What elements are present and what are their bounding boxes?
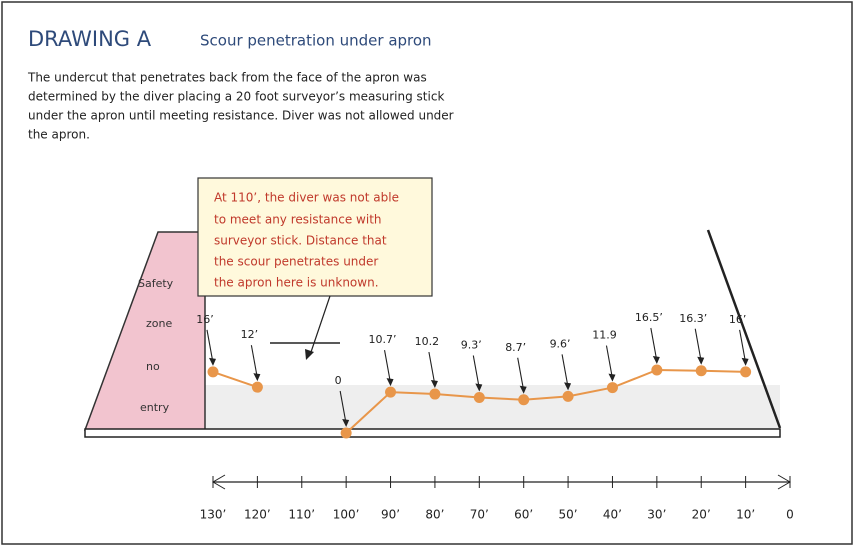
label-arrow xyxy=(739,329,747,364)
x-tick-label: 0 xyxy=(786,508,794,522)
label-arrow xyxy=(605,345,614,379)
data-point xyxy=(251,381,263,393)
zone-label: entry xyxy=(140,401,170,414)
x-tick-label: 60’ xyxy=(514,508,533,522)
arrow-head xyxy=(519,385,527,394)
right-bank xyxy=(706,229,782,429)
seabed xyxy=(205,385,780,430)
data-point xyxy=(651,364,663,376)
value-label: 16’ xyxy=(729,313,747,326)
description-line: The undercut that penetrates back from t… xyxy=(27,71,427,85)
value-label: 9.3’ xyxy=(461,338,482,351)
x-tick-label: 50’ xyxy=(559,508,578,522)
x-tick-label: 20’ xyxy=(692,508,711,522)
x-tick-label: 120’ xyxy=(244,508,271,522)
x-tick-label: 10’ xyxy=(736,508,755,522)
subtitle: Scour penetration under apron xyxy=(200,32,432,50)
label-arrow xyxy=(694,328,702,362)
x-tick-label: 110’ xyxy=(288,508,315,522)
callout-line: surveyor stick. Distance that xyxy=(214,234,387,248)
title: DRAWING A xyxy=(28,27,152,51)
data-point xyxy=(695,365,707,377)
arrow-head xyxy=(697,356,705,365)
description-line: determined by the diver placing a 20 foo… xyxy=(28,90,444,104)
label-arrow xyxy=(428,351,436,386)
data-point xyxy=(385,386,397,398)
data-point xyxy=(340,427,352,439)
zone-label: zone xyxy=(146,317,172,330)
value-label: 11.9 xyxy=(592,329,617,342)
value-label: 10.2 xyxy=(415,335,440,348)
arrow-head xyxy=(253,373,261,382)
description-line: under the apron until meeting resistance… xyxy=(28,109,454,123)
callout-line: At 110’, the diver was not able xyxy=(214,191,399,205)
label-arrow xyxy=(561,354,569,388)
value-label: 8.7’ xyxy=(505,341,526,354)
data-point xyxy=(562,390,574,402)
callout-box xyxy=(197,177,433,297)
callout-line: to meet any resistance with xyxy=(214,213,382,227)
callout-line: the scour penetrates under xyxy=(214,255,378,269)
callout-arrow xyxy=(309,295,331,356)
label-arrow xyxy=(472,355,480,389)
arrow-head xyxy=(608,373,616,382)
arrow-head xyxy=(342,419,350,427)
arrow-head xyxy=(475,383,483,392)
arrow-head xyxy=(305,349,314,360)
x-tick-label: 70’ xyxy=(470,508,489,522)
value-label: 16.5’ xyxy=(635,311,663,324)
value-label: 16.3’ xyxy=(679,312,707,325)
label-arrow xyxy=(383,350,392,384)
label-arrow xyxy=(206,329,214,364)
series-line xyxy=(212,370,258,389)
arrow-head xyxy=(386,378,394,387)
x-tick-label: 80’ xyxy=(425,508,444,522)
data-point xyxy=(606,382,618,394)
arrow-head xyxy=(564,382,572,391)
label-arrow xyxy=(250,345,258,379)
label-arrow xyxy=(517,357,525,391)
zone-label: Safety xyxy=(138,277,174,290)
data-point xyxy=(473,391,485,403)
value-label: 10.7’ xyxy=(369,333,397,346)
apron-slab xyxy=(84,428,781,438)
description-line: the apron. xyxy=(28,128,90,142)
arrow-head xyxy=(209,357,216,366)
x-tick-label: 90’ xyxy=(381,508,400,522)
data-point xyxy=(518,394,530,406)
value-label: 12’ xyxy=(241,328,259,341)
x-tick-label: 40’ xyxy=(603,508,622,522)
label-arrow xyxy=(339,390,347,425)
x-tick-label: 130’ xyxy=(200,508,227,522)
arrow-head xyxy=(652,356,660,364)
arrow-head xyxy=(430,380,438,389)
data-point xyxy=(207,366,219,378)
x-tick-label: 30’ xyxy=(647,508,666,522)
data-point xyxy=(740,366,752,378)
value-label: 16’ xyxy=(196,313,214,326)
value-label: 9.6’ xyxy=(550,337,571,350)
callout-line: the apron here is unknown. xyxy=(214,276,379,290)
x-tick-label: 100’ xyxy=(333,508,360,522)
label-arrow xyxy=(650,327,658,362)
value-label: 0 xyxy=(335,374,342,387)
arrow-head xyxy=(741,357,749,366)
zone-label: no xyxy=(146,360,160,373)
data-point xyxy=(429,388,441,400)
series-line xyxy=(345,368,746,434)
